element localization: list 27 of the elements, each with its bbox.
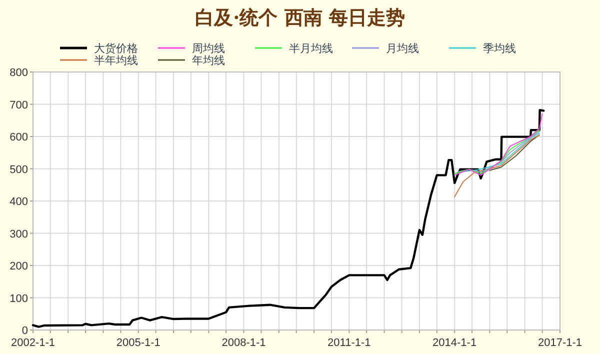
legend-label: 年均线 (192, 54, 225, 67)
x-tick-label: 2002-1-1 (10, 337, 56, 349)
legend-label: 月均线 (386, 42, 419, 55)
x-tick-label: 2008-1-1 (222, 337, 266, 349)
legend-label: 大货价格 (94, 42, 138, 55)
y-tick-label: 600 (10, 132, 28, 144)
y-tick-label: 800 (10, 67, 28, 79)
y-tick-label: 100 (10, 292, 28, 305)
line-series (32, 108, 545, 328)
legend-label: 季均线 (483, 42, 516, 55)
line-series (454, 134, 540, 198)
legend-label: 半月均线 (289, 42, 333, 55)
x-tick-label: 2011-1-1 (328, 337, 371, 349)
legend-label: 周均线 (192, 42, 225, 55)
line-series (489, 134, 540, 171)
y-tick-label: 0 (22, 325, 28, 337)
y-tick-label: 200 (10, 260, 28, 272)
y-tick-label: 400 (10, 196, 28, 208)
line-series (454, 113, 543, 176)
x-tick-label: 2005-1-1 (116, 337, 160, 349)
y-tick-label: 300 (10, 228, 28, 240)
y-tick-label: 700 (10, 99, 28, 112)
chart-title: 白及·统个 西南 每日走势 (195, 7, 405, 29)
x-tick-label: 2017-1-1 (538, 337, 582, 349)
legend-label: 半年均线 (94, 54, 138, 67)
y-tick-label: 500 (10, 164, 28, 176)
x-tick-label: 2014-1-1 (432, 337, 477, 349)
